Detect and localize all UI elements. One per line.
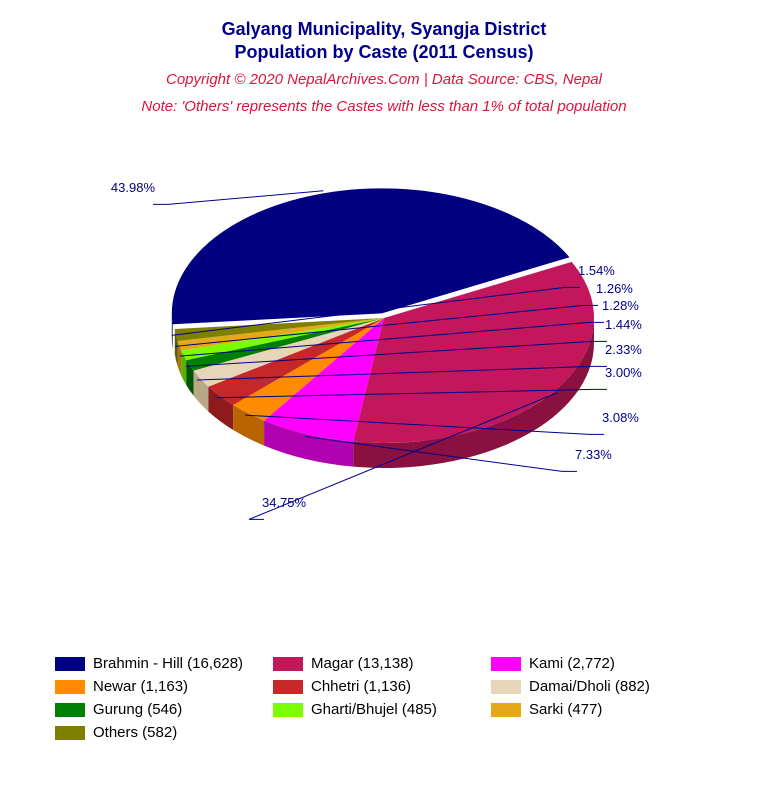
- pct-label: 1.44%: [605, 317, 642, 332]
- pct-label: 3.00%: [605, 365, 642, 380]
- legend-label: Kami (2,772): [529, 655, 615, 672]
- legend-swatch: [55, 726, 85, 740]
- legend-item: Brahmin - Hill (16,628): [55, 655, 273, 672]
- legend-swatch: [273, 703, 303, 717]
- legend-swatch: [55, 680, 85, 694]
- legend-label: Damai/Dholi (882): [529, 678, 650, 695]
- chart-title: Galyang Municipality, Syangja District P…: [0, 18, 768, 65]
- title-line-2: Population by Caste (2011 Census): [234, 42, 533, 62]
- copyright-line: Copyright © 2020 NepalArchives.Com | Dat…: [0, 71, 768, 88]
- legend-item: Kami (2,772): [491, 655, 709, 672]
- legend-item: Sarki (477): [491, 701, 709, 718]
- legend-label: Chhetri (1,136): [311, 678, 411, 695]
- legend-swatch: [273, 680, 303, 694]
- legend-swatch: [491, 680, 521, 694]
- pct-label: 1.28%: [602, 298, 639, 313]
- legend-item: Newar (1,163): [55, 678, 273, 695]
- legend-item: Damai/Dholi (882): [491, 678, 709, 695]
- pct-label: 43.98%: [111, 180, 155, 195]
- legend-item: Gurung (546): [55, 701, 273, 718]
- legend-label: Newar (1,163): [93, 678, 188, 695]
- legend-item: Magar (13,138): [273, 655, 491, 672]
- pct-label: 3.08%: [602, 410, 639, 425]
- note-line: Note: 'Others' represents the Castes wit…: [0, 98, 768, 115]
- legend-swatch: [273, 657, 303, 671]
- pie-svg: [104, 143, 664, 543]
- pct-label: 7.33%: [575, 447, 612, 462]
- legend-swatch: [491, 657, 521, 671]
- legend-label: Sarki (477): [529, 701, 602, 718]
- legend-label: Brahmin - Hill (16,628): [93, 655, 243, 672]
- legend-swatch: [491, 703, 521, 717]
- pct-label: 1.54%: [578, 263, 615, 278]
- legend-label: Magar (13,138): [311, 655, 414, 672]
- legend-item: Gharti/Bhujel (485): [273, 701, 491, 718]
- pct-label: 1.26%: [596, 281, 633, 296]
- pct-label: 2.33%: [605, 342, 642, 357]
- legend-label: Others (582): [93, 724, 177, 741]
- title-line-1: Galyang Municipality, Syangja District: [222, 19, 547, 39]
- pie-chart: 43.98% 34.75% 7.33% 3.08% 3.00% 2.33% 1.44% 1.2…: [0, 125, 768, 545]
- pct-label: 34.75%: [262, 495, 306, 510]
- legend-swatch: [55, 703, 85, 717]
- legend-label: Gurung (546): [93, 701, 182, 718]
- legend-swatch: [55, 657, 85, 671]
- legend: Brahmin - Hill (16,628) Magar (13,138) Kam…: [55, 655, 715, 741]
- legend-label: Gharti/Bhujel (485): [311, 701, 437, 718]
- legend-item: Chhetri (1,136): [273, 678, 491, 695]
- legend-item: Others (582): [55, 724, 273, 741]
